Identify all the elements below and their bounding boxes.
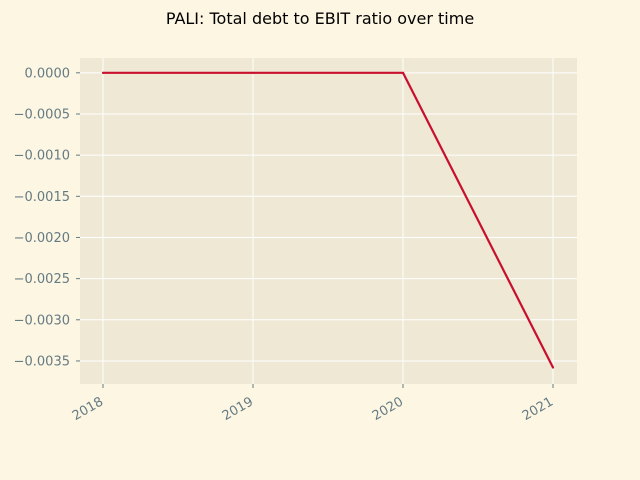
y-tick-label: 0.0000 [25,66,71,81]
y-tick-label: −0.0035 [14,354,70,369]
x-tick-label: 2020 [370,394,406,424]
y-tick-label: −0.0020 [14,231,70,246]
y-tick-label: −0.0030 [14,313,70,328]
grid [80,58,577,384]
y-tick-label: −0.0005 [14,107,70,122]
series-line [103,71,554,368]
plot-area [80,58,577,384]
data-point [551,366,555,369]
x-tick-label: 2018 [70,394,106,424]
x-tick-label: 2019 [220,394,256,424]
x-tick-label: 2021 [520,394,556,424]
data-point [101,71,105,74]
y-tick-label: −0.0015 [14,190,70,205]
y-tick-label: −0.0025 [14,272,70,287]
series-group [101,71,555,369]
chart-title: PALI: Total debt to EBIT ratio over time [166,9,474,28]
x-axis: 2018 2019 2020 2021 [70,384,556,424]
y-tick-label: −0.0010 [14,149,70,164]
y-axis: 0.0000 −0.0005 −0.0010 −0.0015 −0.0020 −0.002… [14,66,80,369]
data-point [251,71,255,74]
data-point [401,71,405,74]
